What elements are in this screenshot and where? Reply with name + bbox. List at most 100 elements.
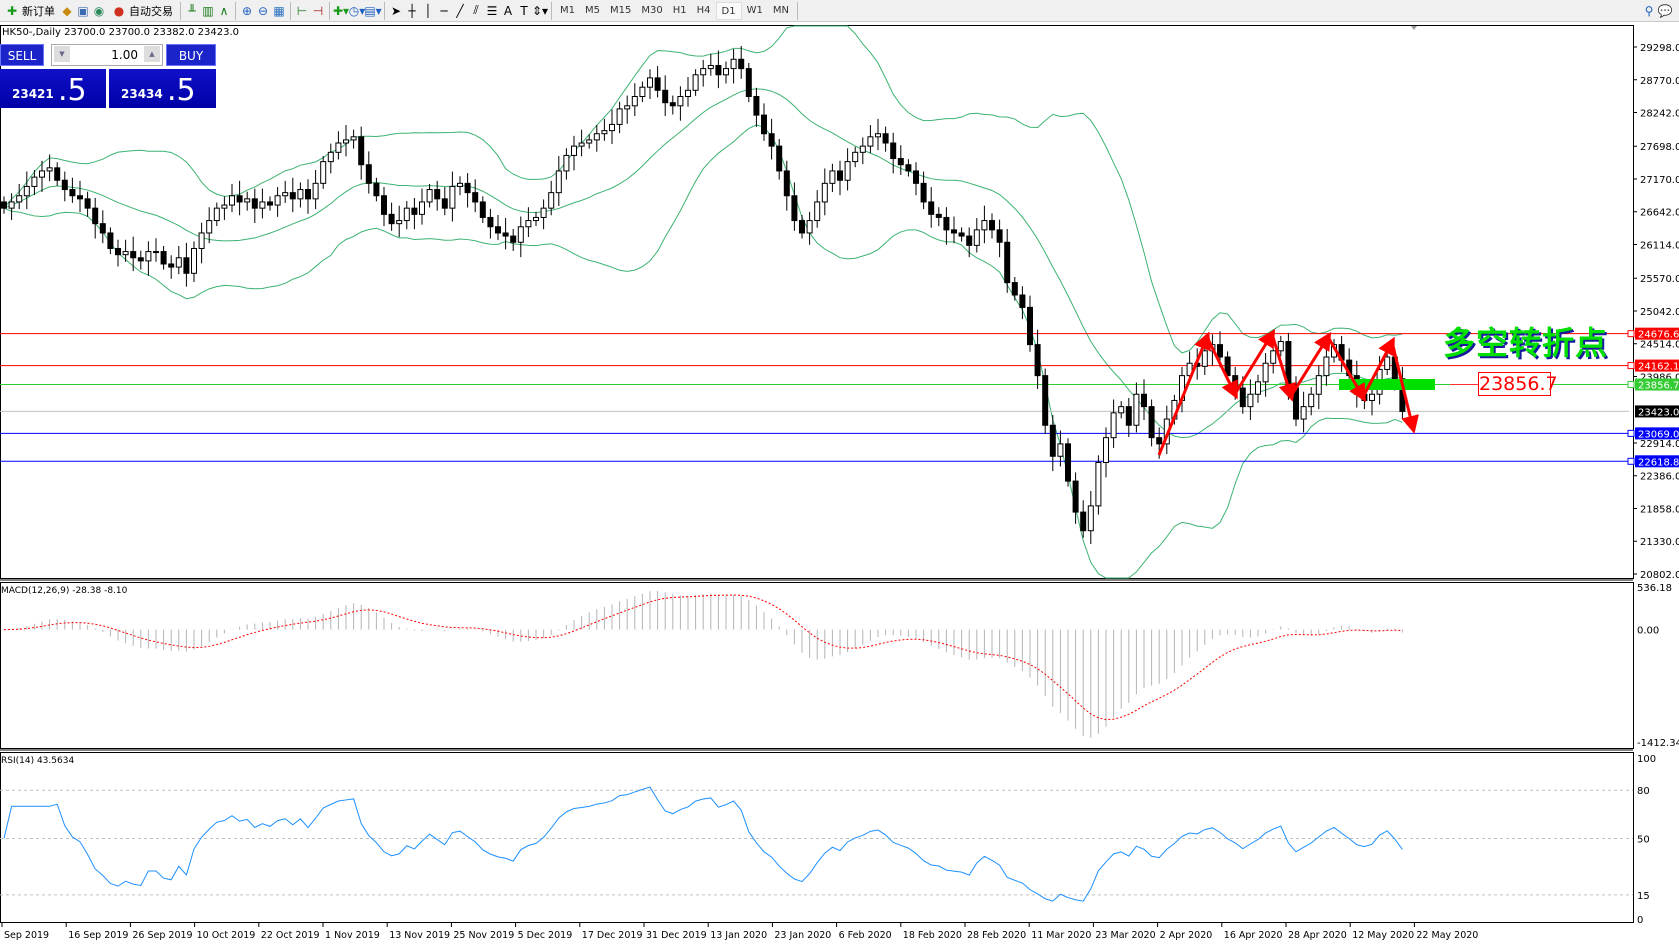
candle — [768, 133, 775, 147]
sell-button[interactable]: SELL — [0, 44, 44, 66]
arrows-icon[interactable]: ⇕▾ — [531, 3, 549, 18]
candle — [388, 213, 395, 225]
tile-windows-icon[interactable]: ▦ — [273, 3, 285, 18]
candle — [510, 235, 517, 243]
indicators-icon[interactable]: ✚▾ — [332, 3, 350, 18]
candle — [479, 201, 486, 218]
candle — [761, 114, 767, 135]
timeframe-mn[interactable]: MN — [772, 4, 789, 16]
line-handle — [1627, 381, 1635, 389]
text-label-icon[interactable]: T — [520, 3, 528, 18]
timeframe-d1[interactable]: D1 — [715, 1, 742, 20]
candle — [137, 257, 144, 262]
rsi-axis-label: 0 — [1637, 915, 1643, 926]
vertical-line-icon[interactable]: │ — [424, 3, 432, 18]
rsi-line — [3, 786, 1403, 902]
trend-arrow — [1233, 328, 1276, 395]
trend-arrow — [1270, 333, 1297, 402]
candle — [966, 235, 973, 246]
candle — [8, 201, 15, 209]
timeframe-m30[interactable]: M30 — [641, 4, 663, 16]
one-click-trading-panel: SELL 1.00 ▼ ▲ BUY 23421 .5 23434 .5 — [0, 44, 216, 108]
candle — [320, 161, 327, 184]
experts-icon[interactable]: ◆ — [62, 3, 72, 18]
lot-increase-button[interactable]: ▲ — [144, 46, 160, 62]
date-axis-label: 28 Feb 2020 — [967, 930, 1026, 941]
trendline-icon[interactable]: ╱ — [456, 3, 464, 18]
price-axis-label: 25570.0 — [1640, 274, 1679, 285]
line-handle — [1627, 457, 1635, 465]
horizontal-line-icon[interactable]: ─ — [440, 3, 448, 18]
candle — [259, 201, 266, 209]
sell-price-button[interactable]: 23421 .5 — [0, 69, 106, 108]
buy-button[interactable]: BUY — [166, 44, 216, 66]
chart-shift-icon[interactable]: ⊣ — [312, 3, 324, 18]
zoom-out-icon[interactable]: ⊖ — [257, 3, 269, 18]
candle — [616, 108, 623, 125]
candle — [897, 158, 904, 166]
price-axis-label: 26114.0 — [1640, 241, 1679, 252]
candle — [145, 251, 152, 262]
candle — [776, 145, 783, 172]
candle — [1255, 381, 1261, 395]
timeframe-m1[interactable]: M1 — [560, 4, 575, 16]
price-chart[interactable]: 29298.0 28770.0 28242.0 27698.0 27170.0 26642… — [0, 24, 1679, 942]
candle — [365, 164, 372, 184]
candle — [654, 77, 661, 91]
candle — [168, 263, 175, 268]
candle — [434, 189, 441, 200]
auto-trading-button[interactable]: ● 自动交易 — [107, 1, 177, 21]
price-tag-bg — [1635, 455, 1679, 468]
chat-icon[interactable]: 💬 — [1657, 3, 1673, 18]
candle — [457, 182, 463, 187]
annotation-text: 多空转折点 — [1443, 324, 1609, 362]
candle — [441, 198, 448, 209]
separator — [796, 1, 798, 20]
candle — [419, 201, 425, 215]
new-order-button[interactable]: ✚ 新订单 — [0, 1, 59, 21]
cursor-icon[interactable]: ➤ — [390, 3, 402, 18]
timeframe-h4[interactable]: H4 — [696, 4, 711, 16]
market-watch-icon[interactable]: ▣ — [77, 3, 89, 18]
price-tag-bg — [1635, 359, 1679, 372]
timeframe-m15[interactable]: M15 — [610, 4, 632, 16]
timeframe-h1[interactable]: H1 — [672, 4, 687, 16]
crosshair-icon[interactable]: ┼ — [408, 3, 416, 18]
line-chart-icon[interactable]: ∧ — [219, 3, 229, 18]
lot-decrease-button[interactable]: ▼ — [54, 46, 70, 62]
bar-chart-icon[interactable]: ╨ — [188, 3, 196, 18]
fibonacci-icon[interactable]: ⫽ — [473, 3, 479, 17]
candle — [115, 247, 121, 256]
chart-window[interactable]: 29298.0 28770.0 28242.0 27698.0 27170.0 26642… — [0, 24, 1679, 942]
candle — [274, 195, 281, 206]
candle — [1034, 344, 1041, 377]
text-icon[interactable]: A — [503, 3, 513, 18]
auto-trading-icon: ● — [113, 3, 125, 18]
candle — [601, 130, 608, 135]
search-icon[interactable]: ⚲ — [1644, 3, 1654, 18]
zoom-in-icon[interactable]: ⊕ — [241, 3, 253, 18]
templates-icon[interactable]: ▤▾ — [364, 3, 382, 18]
candle — [350, 136, 357, 141]
autoscroll-icon[interactable]: ⊢ — [296, 3, 308, 18]
timeframe-m5[interactable]: M5 — [585, 4, 600, 16]
candle-chart-icon[interactable]: ▥ — [202, 3, 214, 18]
bollinger-upper — [3, 25, 1403, 354]
candle — [647, 77, 653, 88]
price-tag: 23069.0 — [1638, 429, 1679, 440]
timeframe-w1[interactable]: W1 — [746, 4, 763, 16]
equidistant-channel-icon[interactable]: ☰ — [486, 3, 498, 18]
buy-price-button[interactable]: 23434 .5 — [109, 69, 216, 108]
buy-price-main: 23434 — [121, 87, 163, 101]
candle — [213, 207, 220, 222]
candle — [1133, 393, 1140, 426]
trend-arrow — [1157, 331, 1211, 456]
periods-icon[interactable]: ◷▾ — [348, 3, 366, 18]
macd-label: MACD(12,26,9) -28.38 -8.10 — [1, 586, 128, 596]
candle — [122, 251, 129, 256]
lot-size-input[interactable]: 1.00 — [51, 44, 163, 66]
candle — [989, 220, 995, 231]
signal-icon[interactable]: ◉ — [93, 3, 105, 18]
date-axis-label: 11 Mar 2020 — [1031, 930, 1091, 941]
candle — [1262, 362, 1269, 383]
